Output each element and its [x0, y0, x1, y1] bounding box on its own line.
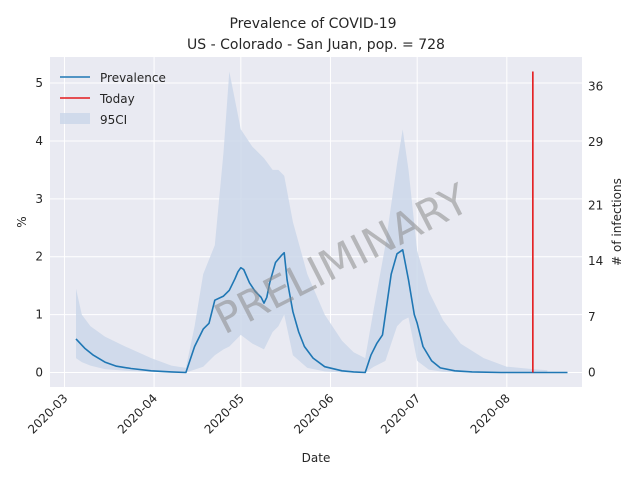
chart-title: Prevalence of COVID-19: [229, 16, 396, 32]
ci-band-95: [76, 71, 548, 373]
y2-tick-label: 7: [588, 310, 596, 324]
x-tick-label: 2020-03: [25, 391, 70, 436]
x-tick-label: 2020-08: [468, 391, 513, 436]
x-axis-label: Date: [302, 451, 331, 465]
y2-tick-label: 29: [588, 135, 603, 149]
y-tick-label: 3: [35, 192, 43, 206]
y-tick-label: 2: [35, 250, 43, 264]
legend: Prevalence Today 95CI: [60, 71, 166, 127]
ci-band-layer: [76, 71, 548, 373]
legend-label-95ci: 95CI: [100, 113, 127, 127]
y-axis-label: %: [15, 216, 29, 227]
y2-axis-label: # of infections: [610, 178, 624, 266]
legend-swatch-95ci: [60, 113, 90, 124]
x-tick-label: 2020-04: [115, 391, 160, 436]
x-tick-label: 2020-07: [378, 391, 423, 436]
legend-label-prevalence: Prevalence: [100, 71, 166, 85]
y2-tick-label: 36: [588, 79, 603, 93]
y-tick-label: 5: [35, 76, 43, 90]
y2-tick-label: 0: [588, 366, 596, 380]
chart-subtitle: US - Colorado - San Juan, pop. = 728: [187, 37, 445, 53]
y2-tick-label: 21: [588, 199, 603, 213]
legend-label-today: Today: [99, 92, 135, 106]
x-tick-label: 2020-06: [291, 391, 336, 436]
y-tick-label: 1: [35, 308, 43, 322]
line-layer: [75, 71, 568, 374]
y2-tick-label: 14: [588, 254, 603, 268]
y-tick-label: 0: [35, 366, 43, 380]
y-tick-label: 4: [35, 134, 43, 148]
prevalence-line: [75, 249, 568, 374]
x-tick-label: 2020-05: [202, 391, 247, 436]
